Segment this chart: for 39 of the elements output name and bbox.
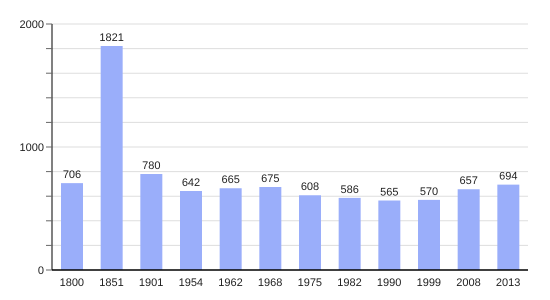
y-tick-label: 2000 xyxy=(20,18,44,31)
bar xyxy=(100,46,123,270)
y-tick-label: 0 xyxy=(38,264,44,277)
data-label: 570 xyxy=(420,186,438,198)
x-tick-label: 1954 xyxy=(178,276,204,289)
data-label: 1821 xyxy=(99,32,124,44)
x-tick-label: 1990 xyxy=(376,276,402,289)
x-tick-label: 1962 xyxy=(218,276,243,289)
data-label: 642 xyxy=(182,177,200,190)
x-tick-label: 1901 xyxy=(138,276,164,289)
data-label: 586 xyxy=(340,184,359,196)
data-label: 565 xyxy=(380,186,399,199)
x-tick-label: 1851 xyxy=(99,276,124,289)
x-tick-label: 1968 xyxy=(258,276,282,289)
x-tick-label: 2008 xyxy=(456,276,481,289)
x-tick-label: 1999 xyxy=(416,276,442,289)
bar xyxy=(497,184,520,270)
data-label: 780 xyxy=(142,160,161,172)
data-label: 665 xyxy=(221,174,240,186)
data-label: 694 xyxy=(499,170,518,183)
bar xyxy=(418,200,440,270)
bar xyxy=(458,189,480,270)
bar xyxy=(299,195,321,270)
data-label: 675 xyxy=(261,172,280,185)
x-tick-label: 1982 xyxy=(337,276,362,289)
bar xyxy=(180,191,202,270)
data-label: 608 xyxy=(300,181,320,194)
y-tick-label: 1000 xyxy=(20,142,44,154)
x-tick-label: 2013 xyxy=(496,276,520,289)
x-tick-label: 1975 xyxy=(298,276,322,289)
bar xyxy=(378,200,400,270)
bar xyxy=(259,186,282,270)
x-tick-label: 1800 xyxy=(60,276,84,289)
bar xyxy=(140,174,162,270)
bar xyxy=(220,188,242,270)
bar xyxy=(338,198,361,270)
data-label: 706 xyxy=(62,169,82,182)
data-label: 657 xyxy=(459,175,478,188)
bar xyxy=(61,183,83,270)
